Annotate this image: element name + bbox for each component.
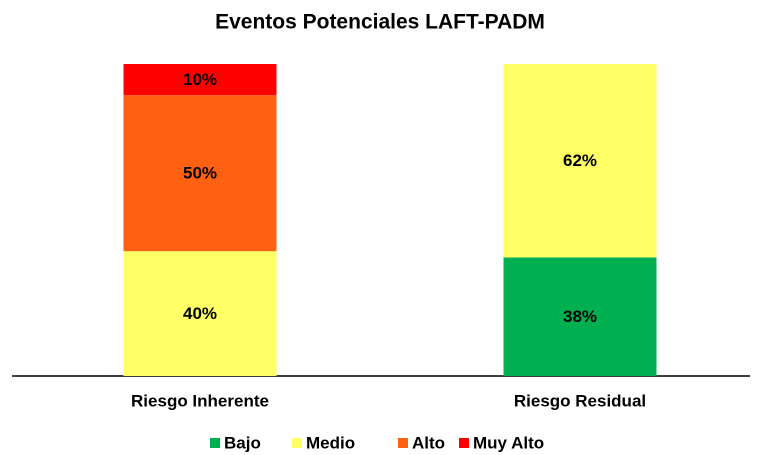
data-label: 50%: [183, 164, 217, 183]
x-tick-label: Riesgo Residual: [514, 391, 646, 410]
data-label: 40%: [183, 304, 217, 323]
data-label: 62%: [563, 151, 597, 170]
legend-swatch: [210, 438, 220, 448]
legend-swatch: [459, 438, 469, 448]
x-tick-label: Riesgo Inherente: [131, 391, 269, 410]
legend-label: Muy Alto: [473, 433, 544, 452]
legend-label: Bajo: [224, 433, 261, 452]
bar-segment: [123, 64, 277, 96]
bar-segment: [503, 257, 657, 376]
bar-segment: [123, 95, 277, 252]
bar-segment: [123, 251, 277, 376]
legend-swatch: [398, 438, 408, 448]
legend-label: Alto: [412, 433, 445, 452]
chart-title: Eventos Potenciales LAFT-PADM: [215, 11, 545, 34]
data-label: 10%: [183, 70, 217, 89]
bar-segment: [503, 64, 657, 258]
legend-label: Medio: [306, 433, 355, 452]
data-label: 38%: [563, 307, 597, 326]
legend-swatch: [292, 438, 302, 448]
